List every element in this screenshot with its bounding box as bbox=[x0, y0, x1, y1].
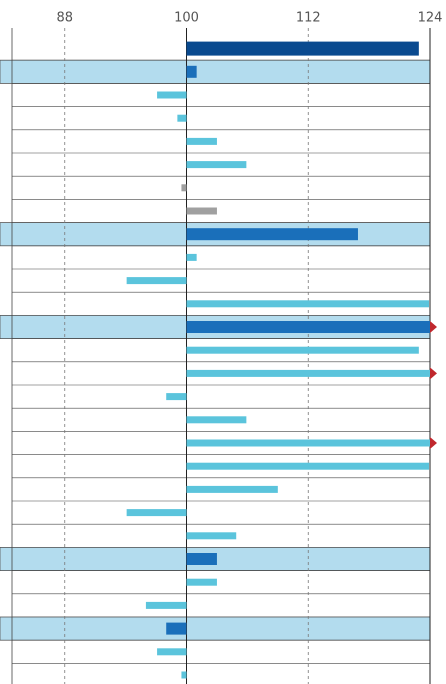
bar bbox=[157, 91, 187, 99]
bar bbox=[186, 578, 217, 586]
bar bbox=[186, 439, 430, 447]
x-tick-label: 124 bbox=[418, 11, 443, 26]
bar bbox=[186, 321, 430, 333]
bar bbox=[166, 622, 187, 635]
bar bbox=[186, 228, 358, 241]
bar bbox=[126, 509, 187, 517]
bar bbox=[181, 671, 187, 679]
bar bbox=[126, 277, 187, 285]
bar bbox=[186, 161, 247, 169]
overflow-arrow bbox=[430, 437, 437, 449]
bar bbox=[186, 485, 278, 493]
bar bbox=[181, 184, 187, 192]
x-tick-label: 100 bbox=[174, 11, 199, 26]
bar bbox=[166, 393, 187, 401]
bar bbox=[186, 41, 419, 56]
bar bbox=[186, 462, 429, 470]
bar bbox=[157, 648, 187, 656]
bar bbox=[186, 137, 217, 145]
bar bbox=[186, 300, 429, 308]
bar bbox=[186, 65, 197, 78]
bar bbox=[186, 346, 419, 354]
x-tick-label: 88 bbox=[56, 11, 73, 26]
bar bbox=[186, 207, 217, 215]
bar bbox=[186, 253, 197, 261]
bar bbox=[145, 601, 187, 609]
bar bbox=[186, 369, 430, 377]
overflow-arrow bbox=[430, 321, 437, 333]
overflow-arrow bbox=[430, 367, 437, 380]
bar bbox=[177, 114, 187, 122]
bar bbox=[186, 416, 247, 424]
bar bbox=[186, 532, 237, 540]
x-tick-label: 112 bbox=[296, 11, 321, 26]
bar bbox=[186, 553, 217, 565]
